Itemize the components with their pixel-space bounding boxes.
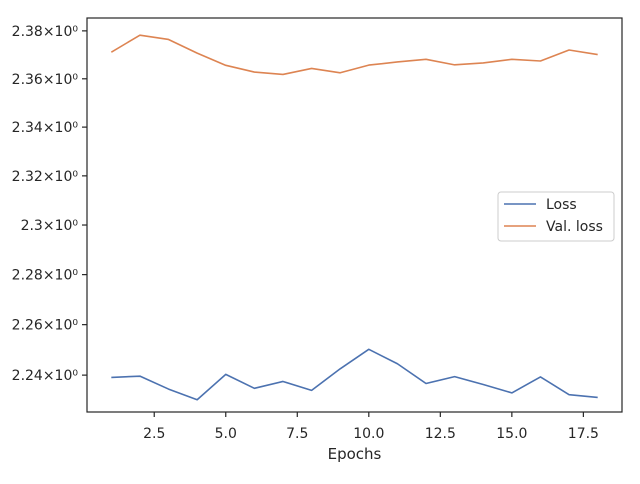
y-tick-label: 2.3×10⁰ (21, 218, 79, 234)
x-tick-label: 12.5 (425, 426, 456, 442)
x-axis-label: Epochs (328, 445, 382, 463)
y-tick-label: 2.26×10⁰ (12, 318, 79, 334)
x-tick-label: 10.0 (353, 426, 384, 442)
series-line-val-loss (110, 34, 598, 76)
x-tick-label: 7.5 (286, 426, 308, 442)
x-tick-label: 5.0 (215, 426, 237, 442)
y-tick-label: 2.28×10⁰ (12, 268, 79, 284)
x-tick-label: 2.5 (143, 426, 165, 442)
legend-label: Loss (546, 197, 577, 213)
y-tick-label: 2.38×10⁰ (12, 24, 79, 40)
x-tick-label: 17.5 (568, 426, 599, 442)
plot-frame (86, 17, 623, 413)
x-tick-label: 15.0 (496, 426, 527, 442)
y-tick-label: 2.24×10⁰ (12, 368, 79, 384)
y-tick-label: 2.34×10⁰ (12, 120, 79, 136)
series-line-loss (111, 348, 598, 401)
y-tick-label: 2.36×10⁰ (12, 72, 79, 88)
series-lines (110, 34, 598, 401)
y-axis-ticks: 2.24×10⁰ 2.26×10⁰ 2.28×10⁰ 2.3×10⁰ 2.32×10⁰ 2… (12, 24, 87, 384)
y-tick-label: 2.32×10⁰ (12, 169, 79, 185)
x-axis-ticks: 2.5 5.0 7.5 10.0 12.5 15.0 17.5 (143, 412, 599, 442)
legend: Loss Val. loss (497, 191, 615, 242)
legend-label: Val. loss (546, 219, 603, 235)
